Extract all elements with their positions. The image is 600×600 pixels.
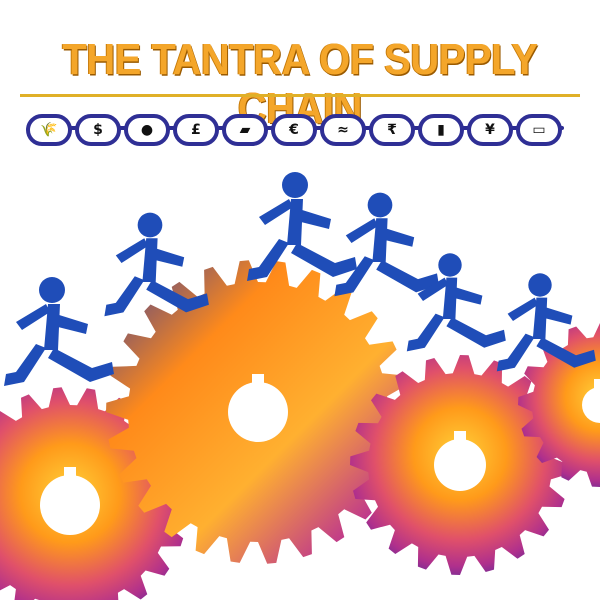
gears-and-runners-illustration xyxy=(0,172,600,600)
runner-figure-6 xyxy=(496,273,596,372)
runners-group xyxy=(4,172,596,386)
barcode-icon: ▮ xyxy=(437,122,445,138)
runner-figure-4 xyxy=(334,192,439,297)
title-underline xyxy=(20,94,580,97)
page-title: THE TANTRA OF SUPPLY CHAIN xyxy=(62,36,538,133)
gear-far-right-keyway xyxy=(594,379,600,391)
currency-chain: 🌾 $ ● £ ▰ € ≈ ₹ ▮ ¥ ▭ xyxy=(26,112,574,146)
coffee-bean-icon: ● xyxy=(140,122,154,138)
gear-far-right-hole xyxy=(582,387,600,423)
chain-link-euro-icon: € xyxy=(271,114,317,146)
runner-figure-5 xyxy=(406,253,506,352)
gear-center-hole xyxy=(228,382,288,442)
euro-icon: € xyxy=(289,122,299,138)
crate-icon: ▰ xyxy=(239,122,251,138)
runner-figure-3 xyxy=(247,172,357,281)
chain-link-rupee-icon: ₹ xyxy=(369,114,415,146)
chain-link-wheat-icon: 🌾 xyxy=(26,114,72,146)
wheat-icon: 🌾 xyxy=(40,122,58,138)
gear-left-keyway xyxy=(64,467,76,479)
chain-link-fish-icon: ≈ xyxy=(320,114,366,146)
car-icon: ▭ xyxy=(532,122,546,138)
chain-link-pound-icon: £ xyxy=(173,114,219,146)
dollar-icon: $ xyxy=(93,122,103,138)
gear-right-keyway xyxy=(454,431,466,443)
chain-link-yen-icon: ¥ xyxy=(467,114,513,146)
runner-figure-2 xyxy=(104,212,209,317)
chain-link-car-icon: ▭ xyxy=(516,114,562,146)
chain-link-coffee-bean-icon: ● xyxy=(124,114,170,146)
gear-left-hole xyxy=(40,475,100,535)
fish-icon: ≈ xyxy=(337,122,349,138)
chain-link-crate-icon: ▰ xyxy=(222,114,268,146)
yen-icon: ¥ xyxy=(485,122,495,138)
gears-group xyxy=(0,260,600,600)
runner-figure-1 xyxy=(4,277,114,386)
rupee-icon: ₹ xyxy=(387,122,397,138)
gear-right-hole xyxy=(434,439,486,491)
chain-link-barcode-icon: ▮ xyxy=(418,114,464,146)
pound-icon: £ xyxy=(191,122,201,138)
gear-center-keyway xyxy=(252,374,264,386)
chain-link-dollar-icon: $ xyxy=(75,114,121,146)
